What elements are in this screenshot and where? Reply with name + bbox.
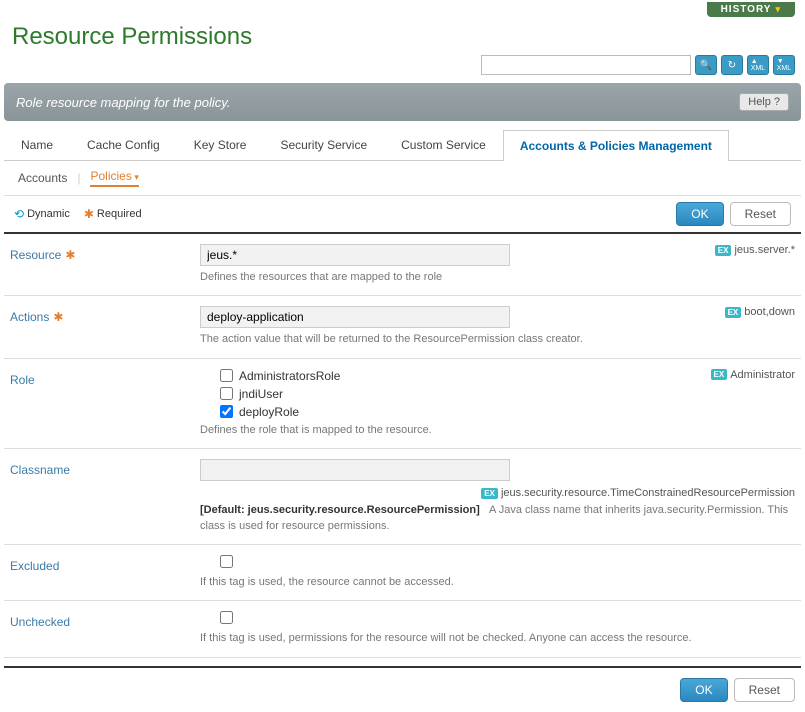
dynamic-icon: ⟲ bbox=[14, 207, 24, 221]
main-tabs: Name Cache Config Key Store Security Ser… bbox=[4, 129, 801, 161]
role-desc: Defines the role that is mapped to the r… bbox=[200, 423, 795, 438]
history-button[interactable]: HISTORY bbox=[707, 2, 795, 17]
ok-button-top[interactable]: OK bbox=[676, 202, 723, 226]
tab-name[interactable]: Name bbox=[4, 129, 70, 160]
tab-custom-service[interactable]: Custom Service bbox=[384, 129, 503, 160]
role-label: Role bbox=[10, 369, 200, 438]
tab-key-store[interactable]: Key Store bbox=[177, 129, 264, 160]
role-jndiuser-checkbox[interactable] bbox=[220, 387, 233, 400]
excluded-checkbox[interactable] bbox=[220, 555, 233, 568]
actions-example: EX boot,down bbox=[725, 306, 795, 318]
resource-example: EX jeus.server.* bbox=[715, 244, 795, 256]
sub-tabs: Accounts | Policies bbox=[4, 161, 801, 196]
unchecked-desc: If this tag is used, permissions for the… bbox=[200, 631, 795, 646]
search-input[interactable] bbox=[481, 55, 691, 75]
help-button[interactable]: Help ? bbox=[739, 93, 789, 111]
role-deployrole-checkbox[interactable] bbox=[220, 405, 233, 418]
role-example: EX Administrator bbox=[711, 369, 795, 381]
classname-label: Classname bbox=[10, 459, 200, 534]
required-legend: ✱ Required bbox=[84, 207, 142, 221]
actions-input[interactable] bbox=[200, 306, 510, 328]
excluded-label: Excluded bbox=[10, 555, 200, 590]
example-badge-icon: EX bbox=[715, 245, 732, 256]
unchecked-checkbox[interactable] bbox=[220, 611, 233, 624]
resource-input[interactable] bbox=[200, 244, 510, 266]
resource-label: Resource ✱ bbox=[10, 244, 200, 285]
xml-export-icon[interactable]: ▼XML bbox=[773, 55, 795, 75]
actions-label: Actions ✱ bbox=[10, 306, 200, 347]
search-icon[interactable]: 🔍 bbox=[695, 55, 717, 75]
help-icon: ? bbox=[774, 96, 780, 108]
excluded-desc: If this tag is used, the resource cannot… bbox=[200, 575, 795, 590]
required-icon: ✱ bbox=[84, 207, 94, 221]
required-icon: ✱ bbox=[53, 310, 63, 347]
page-title: Resource Permissions bbox=[0, 17, 805, 55]
classname-input[interactable] bbox=[200, 459, 510, 481]
role-option-label: jndiUser bbox=[239, 387, 283, 401]
subtab-accounts[interactable]: Accounts bbox=[18, 171, 67, 185]
tab-security-service[interactable]: Security Service bbox=[263, 129, 384, 160]
classname-desc: [Default: jeus.security.resource.Resourc… bbox=[200, 503, 795, 534]
actions-desc: The action value that will be returned t… bbox=[200, 332, 795, 347]
reset-button-top[interactable]: Reset bbox=[730, 202, 791, 226]
required-icon: ✱ bbox=[65, 248, 75, 285]
example-badge-icon: EX bbox=[481, 488, 498, 499]
role-option-label: AdministratorsRole bbox=[239, 369, 340, 383]
example-badge-icon: EX bbox=[711, 369, 728, 380]
subtab-policies[interactable]: Policies bbox=[90, 169, 138, 187]
refresh-icon[interactable]: ↻ bbox=[721, 55, 743, 75]
xml-import-icon[interactable]: ▲XML bbox=[747, 55, 769, 75]
reset-button-bottom[interactable]: Reset bbox=[734, 678, 795, 702]
resource-desc: Defines the resources that are mapped to… bbox=[200, 270, 795, 285]
role-administrators-checkbox[interactable] bbox=[220, 369, 233, 382]
tab-cache-config[interactable]: Cache Config bbox=[70, 129, 177, 160]
role-option-label: deployRole bbox=[239, 405, 299, 419]
classname-example: EX jeus.security.resource.TimeConstraine… bbox=[481, 487, 795, 499]
subtitle: Role resource mapping for the policy. bbox=[16, 95, 230, 110]
tab-accounts-policies[interactable]: Accounts & Policies Management bbox=[503, 130, 729, 161]
example-badge-icon: EX bbox=[725, 307, 742, 318]
dynamic-legend: ⟲ Dynamic bbox=[14, 207, 70, 221]
unchecked-label: Unchecked bbox=[10, 611, 200, 646]
ok-button-bottom[interactable]: OK bbox=[680, 678, 727, 702]
